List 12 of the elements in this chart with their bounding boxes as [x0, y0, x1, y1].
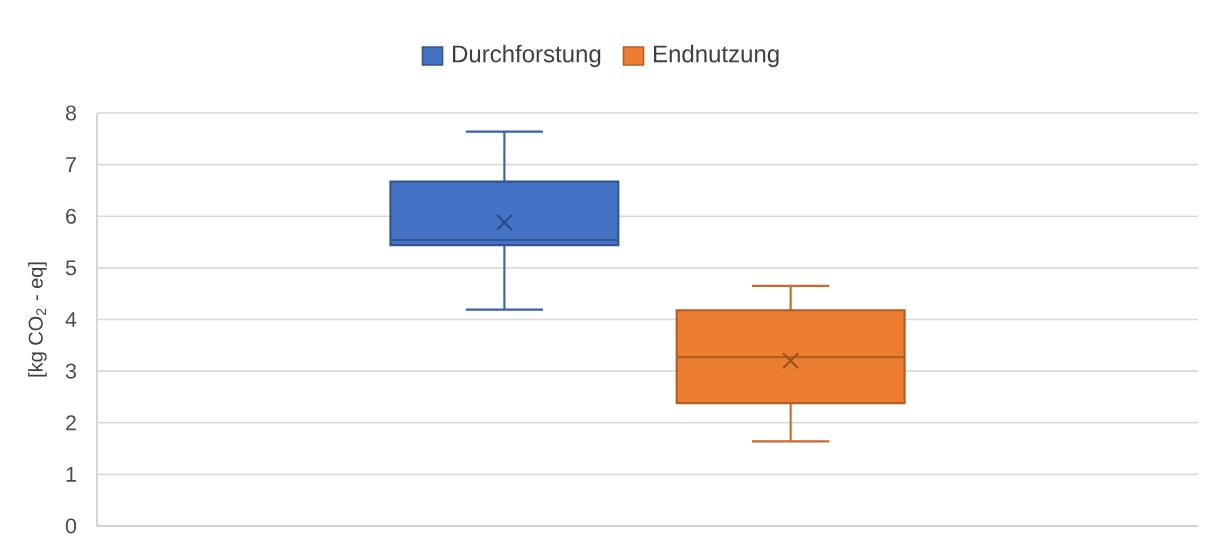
y-tick-label: 4 — [65, 312, 77, 327]
y-tick-label: 5 — [65, 260, 77, 276]
y-tick-label: 2 — [66, 415, 76, 431]
y-axis-title: [kg CO$_{2}$ - eq] — [28, 262, 47, 377]
legend-label: Durchforstung — [453, 44, 601, 68]
y-tick-label: 1 — [66, 467, 76, 482]
y-tick-label: 8 — [65, 105, 76, 121]
y-tick-label: 0 — [65, 518, 77, 534]
y-tick-label: 3 — [65, 363, 76, 379]
y-tick-label: 6 — [66, 208, 76, 224]
y-tick-label: 7 — [66, 157, 76, 172]
legend-label: Endnutzung — [654, 44, 779, 68]
